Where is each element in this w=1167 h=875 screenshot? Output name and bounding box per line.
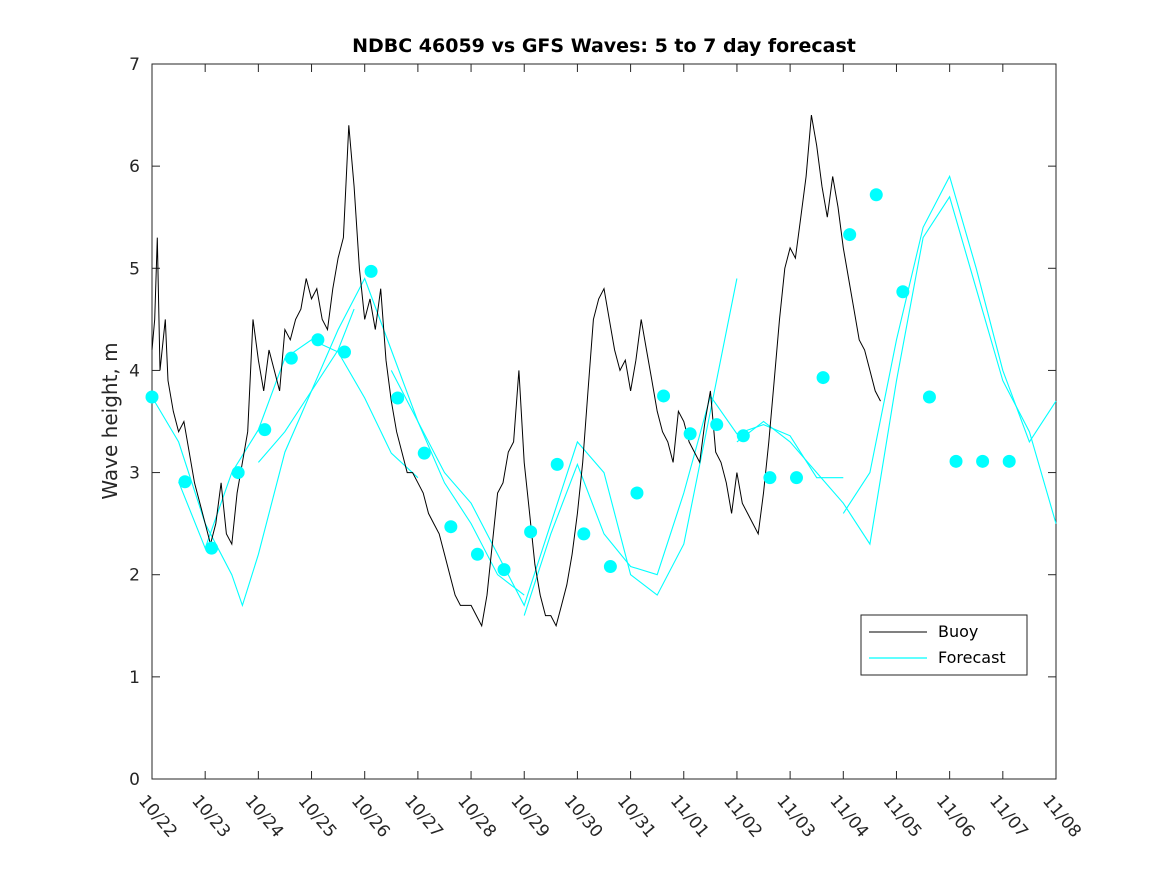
y-tick-label: 1	[129, 668, 140, 688]
y-tick-label: 0	[129, 770, 140, 790]
forecast-point	[949, 454, 963, 468]
axes-box	[151, 63, 1057, 780]
legend: Buoy Forecast	[860, 614, 1028, 676]
y-axis-label: Wave height, m	[98, 342, 122, 499]
forecast-point	[630, 486, 644, 500]
y-tick-label: 3	[129, 464, 140, 484]
y-tick-label: 5	[129, 259, 140, 279]
forecast-point	[178, 475, 192, 489]
y-tick-label: 6	[129, 157, 140, 177]
forecast-point	[683, 427, 697, 441]
forecast-point	[444, 520, 458, 534]
legend-box	[860, 614, 1028, 676]
forecast-line	[257, 277, 525, 596]
forecast-point	[258, 423, 272, 437]
forecast-point	[976, 454, 990, 468]
forecast-line	[736, 195, 1057, 546]
forecast-line	[842, 174, 1057, 514]
y-tick-label: 2	[129, 566, 140, 586]
forecast-point	[231, 466, 245, 480]
forecast-point	[896, 285, 910, 299]
forecast-point	[789, 471, 803, 485]
forecast-point	[577, 527, 591, 541]
forecast-point	[816, 371, 830, 385]
forecast-point	[417, 446, 431, 460]
y-tick-label: 4	[129, 361, 140, 381]
forecast-point	[311, 333, 325, 347]
forecast-point	[657, 389, 671, 403]
legend-label-forecast: Forecast	[938, 648, 1006, 667]
forecast-point	[337, 345, 351, 359]
forecast-point	[145, 390, 159, 404]
forecast-line	[178, 339, 419, 550]
forecast-point	[710, 418, 724, 432]
forecast-line	[151, 308, 355, 608]
forecast-line	[390, 278, 738, 607]
y-tick-label: 7	[129, 55, 140, 75]
forecast-point	[391, 391, 405, 405]
buoy-line	[151, 115, 881, 628]
forecast-point	[364, 264, 378, 278]
forecast-point	[1002, 454, 1016, 468]
forecast-point	[284, 351, 298, 365]
forecast-line	[523, 394, 844, 616]
forecast-point	[603, 560, 617, 574]
forecast-point	[736, 429, 750, 443]
forecast-point	[470, 547, 484, 561]
legend-label-buoy: Buoy	[938, 622, 978, 641]
forecast-point	[843, 228, 857, 242]
forecast-point	[869, 188, 883, 202]
forecast-point	[922, 390, 936, 404]
chart-title: NDBC 46059 vs GFS Waves: 5 to 7 day fore…	[352, 35, 856, 57]
forecast-point	[550, 457, 564, 471]
forecast-point	[524, 525, 538, 539]
forecast-point	[205, 541, 219, 555]
forecast-point	[763, 471, 777, 485]
forecast-point	[497, 563, 511, 577]
